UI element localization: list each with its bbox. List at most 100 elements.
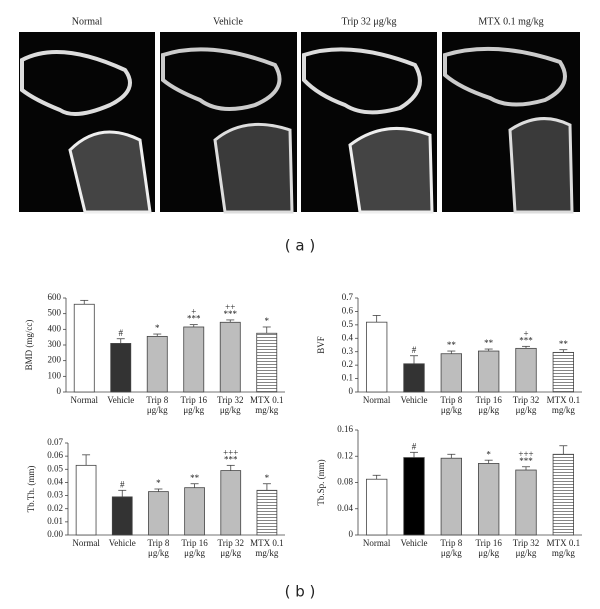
x-tick-label: Trip 8 <box>147 538 169 548</box>
x-tick-label: μg/kg <box>516 548 537 558</box>
bar <box>440 353 463 393</box>
y-tick-label: 0 <box>57 386 62 396</box>
x-tick-label: μg/kg <box>184 548 205 558</box>
image-label: Normal <box>72 16 103 27</box>
bar <box>146 335 168 393</box>
annotation: ** <box>559 339 569 349</box>
bar <box>515 347 537 393</box>
x-tick-label: Trip 8 <box>440 538 462 548</box>
image-label: Trip 32 μg/kg <box>341 16 396 27</box>
panel-label: ( b ) <box>285 583 316 601</box>
annotation: * <box>155 323 160 333</box>
annotation: +++ <box>518 449 533 459</box>
annotation: # <box>119 328 124 338</box>
panel-label: ( a ) <box>285 237 315 255</box>
annotation: *** <box>519 335 533 345</box>
bar <box>477 463 500 536</box>
annotation: * <box>265 473 270 483</box>
ct-image <box>160 32 297 214</box>
y-tick-label: 0 <box>349 386 354 396</box>
bar <box>75 464 97 536</box>
bar <box>440 457 463 536</box>
x-tick-label: MTX 0.1 <box>250 395 284 405</box>
y-tick-label: 0.4 <box>342 332 354 342</box>
annotation: # <box>120 479 125 489</box>
bar <box>110 343 132 393</box>
x-tick-label: mg/kg <box>255 405 279 415</box>
annotation: * <box>486 449 491 459</box>
y-tick-label: 0.02 <box>47 503 63 513</box>
x-tick-label: Vehicle <box>401 538 428 548</box>
bar <box>403 363 425 393</box>
y-tick-label: 0.01 <box>47 516 63 526</box>
annotation: +++ <box>223 447 238 457</box>
x-tick-label: μg/kg <box>183 405 204 415</box>
bar <box>256 489 278 536</box>
ct-image <box>442 32 580 214</box>
y-tick-label: 400 <box>48 323 62 333</box>
annotation: *** <box>224 309 238 319</box>
x-tick-label: μg/kg <box>441 548 462 558</box>
y-axis-label: Tb.Sp. (mm) <box>316 459 326 505</box>
y-tick-label: 0.04 <box>47 476 63 486</box>
y-tick-label: 200 <box>48 355 62 365</box>
y-tick-label: 0.00 <box>47 529 63 539</box>
annotation: + <box>191 307 196 317</box>
bar <box>111 496 133 536</box>
x-tick-label: Normal <box>363 538 391 548</box>
bar <box>515 469 537 536</box>
image-label: Vehicle <box>213 16 244 27</box>
y-tick-label: 0.6 <box>342 305 354 315</box>
x-tick-label: MTX 0.1 <box>547 538 581 548</box>
y-tick-label: 0.5 <box>342 319 354 329</box>
x-tick-label: μg/kg <box>516 405 537 415</box>
y-tick-label: 600 <box>48 292 62 302</box>
x-tick-label: Trip 32 <box>218 538 244 548</box>
x-tick-label: Trip 16 <box>181 395 208 405</box>
x-tick-label: MTX 0.1 <box>547 395 581 405</box>
y-tick-label: 0.08 <box>337 477 353 487</box>
x-tick-label: Vehicle <box>109 538 136 548</box>
x-tick-label: Trip 32 <box>513 395 539 405</box>
x-tick-label: μg/kg <box>147 405 168 415</box>
y-axis-label: BVF <box>316 336 326 354</box>
bar <box>183 326 205 393</box>
y-tick-label: 0.16 <box>337 424 353 434</box>
image-label: MTX 0.1 mg/kg <box>478 16 543 27</box>
annotation: *** <box>224 454 238 464</box>
annotation: + <box>523 328 528 338</box>
y-tick-label: 500 <box>48 308 62 318</box>
y-tick-label: 0.3 <box>342 346 354 356</box>
bar <box>220 470 242 536</box>
x-tick-label: μg/kg <box>220 548 241 558</box>
x-tick-label: Vehicle <box>107 395 134 405</box>
y-tick-label: 0.7 <box>342 292 354 302</box>
y-tick-label: 100 <box>48 370 62 380</box>
x-tick-label: μg/kg <box>220 405 241 415</box>
x-tick-label: Trip 8 <box>440 395 462 405</box>
x-tick-label: mg/kg <box>255 548 279 558</box>
bar <box>148 491 169 536</box>
x-tick-label: Normal <box>363 395 391 405</box>
ct-image <box>19 32 155 214</box>
x-tick-label: mg/kg <box>552 405 576 415</box>
x-tick-label: Trip 32 <box>513 538 539 548</box>
annotation: # <box>412 345 417 355</box>
bar <box>184 487 205 536</box>
x-tick-label: μg/kg <box>148 548 169 558</box>
x-tick-label: Trip 16 <box>475 538 502 548</box>
bar <box>365 321 388 393</box>
bar <box>365 478 388 536</box>
bar <box>256 332 278 393</box>
bar <box>552 351 574 393</box>
ct-image <box>301 32 437 214</box>
y-tick-label: 0.04 <box>337 503 353 513</box>
annotation: * <box>156 478 161 488</box>
bar <box>477 350 500 393</box>
annotation: ** <box>447 340 457 350</box>
y-tick-label: 300 <box>48 339 62 349</box>
x-tick-label: Trip 16 <box>475 395 502 405</box>
y-tick-label: 0 <box>349 529 354 539</box>
x-tick-label: Vehicle <box>401 395 428 405</box>
